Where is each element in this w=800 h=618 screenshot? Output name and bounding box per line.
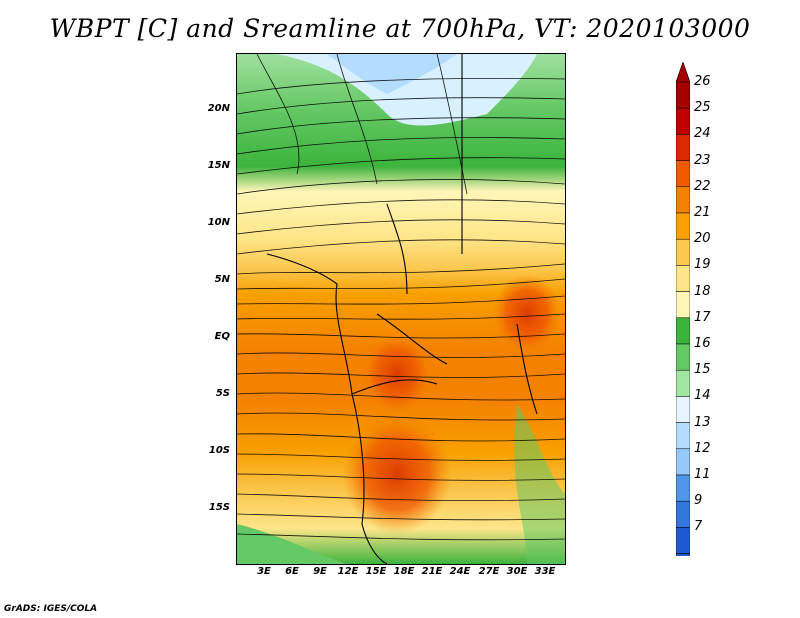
colorbar-label: 9 — [694, 493, 703, 509]
lon-label-6e: 6E — [285, 566, 299, 577]
colorbar-label: 19 — [694, 257, 711, 273]
colorbar-label: 23 — [694, 152, 711, 168]
colorbar-bottom-arrow — [676, 553, 690, 556]
colorbar-swatch — [676, 81, 690, 109]
lat-label-eq: EQ — [214, 331, 230, 342]
colorbar-swatch — [676, 396, 690, 423]
lon-label-12e: 12E — [337, 566, 359, 577]
colorbar-swatch — [676, 369, 690, 397]
lat-label-15s: 15S — [208, 502, 230, 513]
colorbar-swatch — [676, 238, 690, 266]
colorbar-swatch — [676, 107, 690, 135]
colorbar-swatch — [676, 500, 690, 528]
colorbar-label: 21 — [694, 205, 711, 220]
colorbar-label: 12 — [694, 440, 711, 456]
lon-label-30e: 30E — [506, 566, 528, 577]
colorbar-swatch — [676, 474, 690, 502]
colorbar-swatch — [676, 527, 690, 554]
lon-label-33e: 33E — [534, 566, 556, 577]
lon-label-18e: 18E — [393, 566, 415, 577]
map-panel — [236, 53, 566, 565]
grads-credit: GrADS: IGES/COLA — [4, 604, 98, 614]
wbpt-field — [237, 54, 565, 564]
colorbar-top-arrow — [676, 62, 690, 83]
colorbar-label: 7 — [694, 519, 703, 535]
lon-label-3e: 3E — [257, 566, 271, 577]
colorbar-swatch — [676, 448, 690, 476]
lat-label-10n: 10N — [207, 217, 230, 228]
lon-label-21e: 21E — [421, 566, 443, 577]
map-title: WBPT [C] and Sreamline at 700hPa, VT: 20… — [49, 14, 751, 43]
lat-label-15n: 15N — [207, 160, 230, 171]
colorbar-swatch — [676, 212, 690, 240]
colorbar-swatch — [676, 343, 690, 371]
lon-label-9e: 9E — [313, 566, 327, 577]
colorbar-label: 22 — [694, 178, 711, 194]
colorbar-swatch — [676, 291, 690, 319]
colorbar-label: 24 — [694, 126, 711, 142]
colorbar-label: 11 — [694, 467, 711, 482]
colorbar-label: 14 — [694, 388, 711, 404]
lon-label-27e: 27E — [478, 566, 500, 577]
colorbar-swatch — [676, 160, 690, 188]
lat-label-5s: 5S — [215, 388, 230, 399]
colorbar-swatch — [676, 317, 690, 345]
colorbar-label: 16 — [694, 336, 711, 351]
colorbar-label: 15 — [694, 362, 711, 378]
colorbar-label: 13 — [694, 414, 711, 430]
lon-label-15e: 15E — [365, 566, 387, 577]
colorbar-swatch — [676, 186, 690, 214]
colorbar-swatch — [676, 134, 690, 161]
lon-label-24e: 24E — [449, 566, 471, 577]
colorbar-label: 18 — [694, 283, 711, 299]
colorbar-swatch — [676, 422, 690, 450]
colorbar-label: 17 — [694, 309, 711, 325]
colorbar-label: 25 — [694, 100, 711, 116]
lat-label-10s: 10S — [208, 445, 230, 456]
lat-label-5n: 5N — [214, 274, 230, 285]
colorbar-swatch — [676, 265, 690, 292]
lat-label-20n: 20N — [207, 103, 230, 114]
colorbar-label: 26 — [694, 74, 711, 89]
colorbar-label: 20 — [694, 231, 711, 247]
colorbar — [676, 62, 690, 556]
